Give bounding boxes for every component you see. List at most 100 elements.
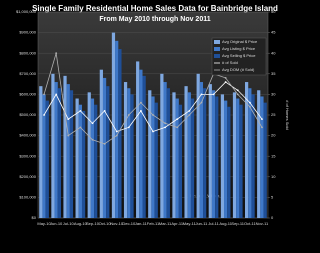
x-tick-label: Sep-10 [86,221,100,226]
y2-tick-label: 10 [271,174,276,179]
legend-label: # of Sold [222,60,238,65]
y-tick-label: $500,000 [19,112,36,117]
x-tick-label: Feb-11 [147,221,160,226]
bar [196,73,200,218]
x-tick-label: Aug-11 [219,221,232,226]
line-point [152,130,154,133]
chart-subtitle: From May 2010 through Nov 2011 [99,16,210,23]
bar [142,75,146,218]
y2-tick-label: 0 [271,215,274,220]
bar [130,94,134,218]
bar [245,82,249,218]
line-point [176,118,179,121]
bar [118,49,122,218]
y-tick-label: $100,000 [19,194,36,199]
bar [115,40,119,219]
line-point [224,81,227,83]
y-tick-label: $800,000 [19,50,36,55]
line-point [67,134,70,137]
bar [220,94,225,218]
legend-swatch [214,40,220,44]
y-tick-label: $200,000 [19,174,36,179]
y2-tick-label: 35 [271,71,276,76]
line-point [176,126,179,129]
chart-title: Single Family Residential Home Sales Dat… [32,4,278,13]
bar [163,82,167,218]
line-point [152,114,154,116]
line-point [91,138,94,141]
bar [51,73,55,218]
bar [184,86,188,218]
y-tick-label: $900,000 [19,30,36,35]
y2-tick-label: 50 [271,9,276,14]
bar [172,92,176,218]
x-tick-label: Nov-11 [256,221,269,226]
x-tick-label: Mar-11 [159,221,172,226]
x-tick-label: Oct-10 [99,221,112,226]
bar [257,90,261,218]
line-point [115,134,118,137]
bar [251,94,255,218]
bar [178,104,183,218]
y2-tick-label: 45 [271,30,276,35]
bar [211,90,216,218]
bar [248,88,252,218]
y-tick-label: $700,000 [19,71,36,76]
line-point [224,77,227,79]
bar [187,92,191,218]
legend-label: Avg Listing $ Price [222,46,256,51]
y2-tick-label: 30 [271,91,276,96]
line-point [188,109,191,112]
y2-tick-label: 15 [271,153,276,158]
bar [99,69,103,219]
bar [199,82,204,218]
line-point [200,93,203,96]
bar [69,90,74,218]
line-point [200,101,203,104]
y-tick-label: $0 [32,215,37,220]
x-tick-label: Apr-11 [171,221,183,226]
line-point [139,109,142,112]
line-point [261,118,263,121]
x-tick-label: Jun-11 [195,221,208,226]
bar [136,61,140,218]
bar [160,73,164,218]
y-tick-label: $400,000 [19,133,36,138]
bar [151,96,155,218]
x-tick-label: Sep-11 [231,221,244,226]
bar [203,88,207,218]
line-point [67,118,70,121]
bar [42,94,46,218]
legend-box [211,37,267,76]
y-tick-label: $300,000 [19,153,36,158]
bar [166,88,170,218]
y-tick-label: $600,000 [19,91,36,96]
legend-label: Avg Original $ Price [222,39,258,44]
bar [232,92,237,218]
line-point [91,122,94,125]
x-tick-label: Jul-10 [63,221,75,226]
line-point [103,142,106,145]
bar [227,106,231,218]
bar [66,84,70,218]
bar [236,98,240,218]
bar [90,98,95,218]
y2-axis-label: # of Homes Sold [285,100,290,130]
line-point [43,93,45,96]
line-point [127,126,130,129]
bar [81,110,86,218]
line-point [55,93,58,96]
y-tick-label: $1,000,000 [16,9,37,14]
x-tick-label: Dec-10 [122,221,136,226]
y2-tick-label: 40 [271,50,276,55]
bar [148,90,152,218]
bar [45,100,49,218]
line-point [79,126,82,129]
bar [39,86,43,218]
x-tick-label: May-11 [183,221,197,226]
bar [263,102,267,218]
bar [190,98,195,218]
bar [123,82,128,218]
line-point [55,52,58,55]
x-tick-label: Jun-10 [50,221,63,226]
